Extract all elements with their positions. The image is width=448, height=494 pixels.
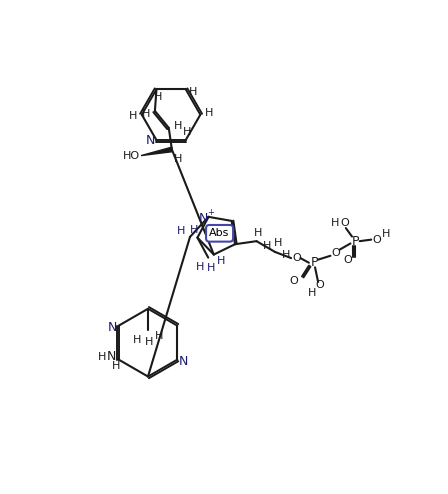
Text: H: H bbox=[112, 361, 121, 370]
Text: HO: HO bbox=[123, 151, 140, 162]
Text: Abs: Abs bbox=[209, 228, 230, 238]
Text: H: H bbox=[183, 127, 191, 137]
Text: H: H bbox=[189, 87, 198, 97]
Text: H: H bbox=[154, 92, 162, 102]
Polygon shape bbox=[141, 147, 172, 156]
Text: O: O bbox=[340, 218, 349, 228]
Text: N: N bbox=[179, 355, 188, 368]
Text: H: H bbox=[282, 250, 290, 260]
Text: N: N bbox=[199, 212, 209, 225]
Text: H: H bbox=[263, 241, 271, 251]
Text: H: H bbox=[196, 262, 205, 272]
Text: H: H bbox=[174, 154, 182, 164]
Text: H: H bbox=[331, 218, 339, 228]
Text: H: H bbox=[174, 122, 182, 131]
Text: H: H bbox=[155, 331, 163, 341]
Text: O: O bbox=[332, 248, 340, 258]
Text: N: N bbox=[106, 350, 116, 363]
Text: H: H bbox=[190, 225, 198, 235]
Text: O: O bbox=[292, 253, 301, 263]
Text: H: H bbox=[382, 229, 390, 239]
Text: H: H bbox=[129, 111, 138, 121]
Text: H: H bbox=[308, 288, 316, 298]
Text: N: N bbox=[108, 321, 117, 334]
Text: N: N bbox=[146, 133, 155, 147]
Text: H: H bbox=[98, 352, 106, 362]
Text: O: O bbox=[315, 280, 324, 290]
Text: H: H bbox=[207, 263, 215, 273]
Text: P: P bbox=[310, 256, 318, 269]
Text: H: H bbox=[142, 109, 150, 119]
Text: H: H bbox=[177, 226, 185, 237]
Text: H: H bbox=[145, 337, 153, 347]
Text: H: H bbox=[133, 335, 142, 345]
Text: H: H bbox=[205, 108, 213, 118]
Text: P: P bbox=[352, 235, 360, 247]
Text: O: O bbox=[372, 235, 381, 246]
Text: O: O bbox=[290, 276, 299, 286]
Text: O: O bbox=[344, 254, 353, 265]
Text: H: H bbox=[217, 256, 225, 266]
Text: +: + bbox=[207, 207, 214, 217]
Text: H: H bbox=[254, 228, 262, 238]
Text: H: H bbox=[274, 239, 282, 248]
